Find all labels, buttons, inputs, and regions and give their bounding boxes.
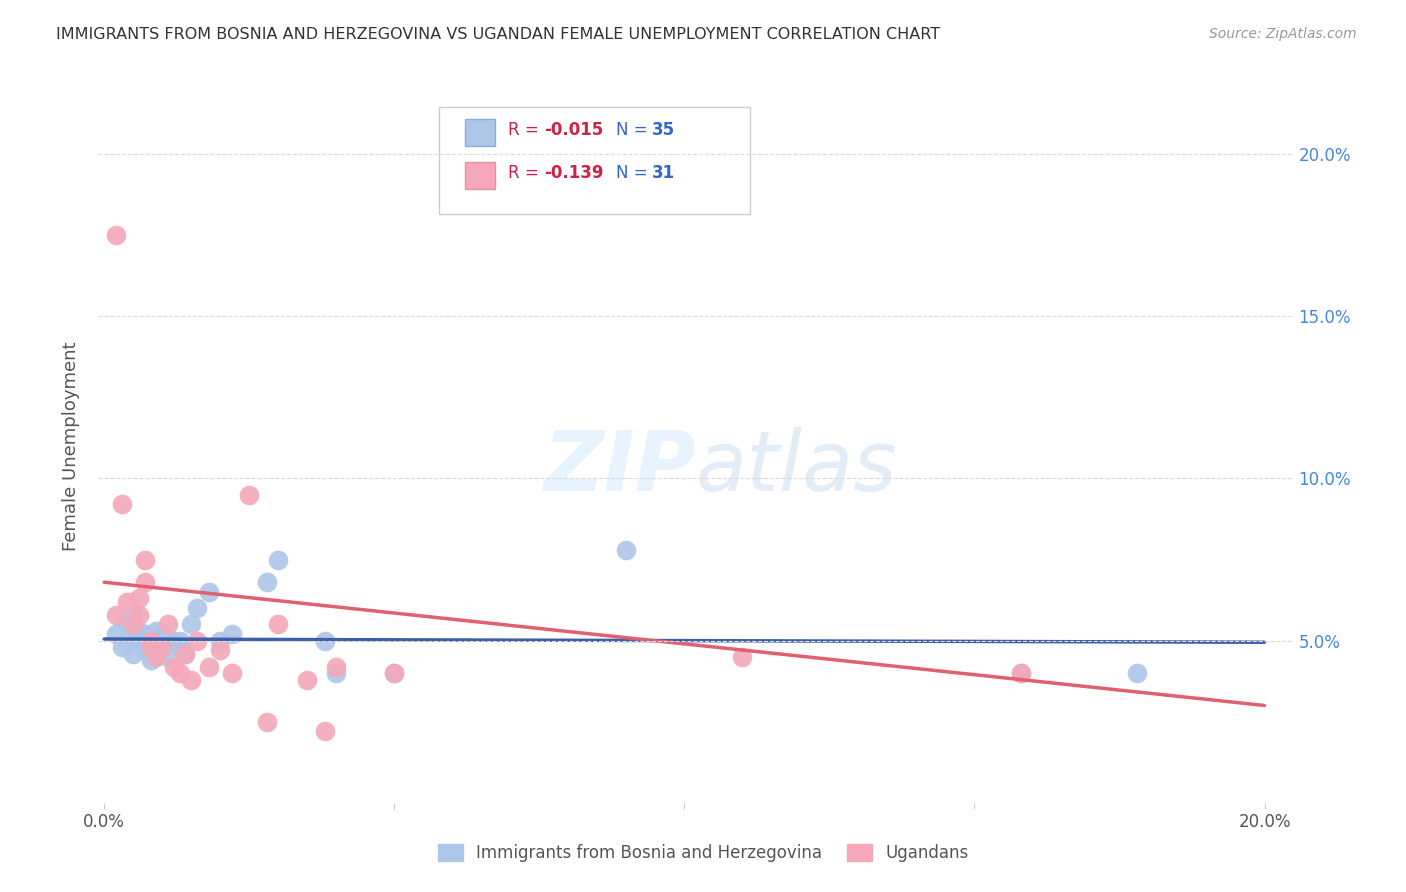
Point: [163, 633, 186, 648]
Point: [180, 617, 202, 632]
Point: [128, 624, 150, 638]
Point: [186, 601, 208, 615]
Point: [134, 643, 156, 657]
Text: Source: ZipAtlas.com: Source: ZipAtlas.com: [1209, 27, 1357, 41]
Point: [180, 673, 202, 687]
Point: [122, 647, 145, 661]
Point: [1010, 666, 1032, 681]
Point: [382, 666, 405, 681]
Point: [150, 640, 173, 654]
Text: IMMIGRANTS FROM BOSNIA AND HERZEGOVINA VS UGANDAN FEMALE UNEMPLOYMENT CORRELATIO: IMMIGRANTS FROM BOSNIA AND HERZEGOVINA V…: [56, 27, 941, 42]
Point: [117, 633, 139, 648]
Point: [186, 633, 208, 648]
Point: [1010, 666, 1032, 681]
Point: [139, 653, 162, 667]
FancyBboxPatch shape: [465, 162, 495, 189]
Legend: Immigrants from Bosnia and Herzegovina, Ugandans: Immigrants from Bosnia and Herzegovina, …: [429, 836, 977, 871]
Point: [128, 591, 150, 606]
Point: [150, 640, 173, 654]
Point: [122, 607, 145, 622]
Text: N =: N =: [616, 164, 652, 182]
Point: [169, 633, 191, 648]
Point: [731, 649, 754, 664]
Point: [267, 552, 290, 566]
Point: [256, 575, 278, 590]
Point: [221, 627, 243, 641]
Point: [111, 497, 134, 511]
Point: [104, 607, 127, 622]
Point: [117, 595, 139, 609]
Point: [117, 617, 139, 632]
Point: [209, 643, 232, 657]
Point: [614, 542, 637, 557]
Point: [145, 624, 167, 638]
Point: [145, 647, 167, 661]
Point: [111, 640, 134, 654]
Point: [267, 617, 290, 632]
Point: [325, 659, 347, 673]
Point: [157, 617, 180, 632]
Point: [382, 666, 405, 681]
Point: [104, 228, 127, 243]
Point: [139, 633, 162, 648]
Point: [150, 627, 173, 641]
Point: [134, 575, 156, 590]
FancyBboxPatch shape: [465, 120, 495, 146]
Point: [128, 633, 150, 648]
Point: [209, 633, 232, 648]
Text: R =: R =: [509, 164, 544, 182]
Text: R =: R =: [509, 121, 544, 139]
Point: [134, 627, 156, 641]
Point: [1126, 666, 1149, 681]
Point: [238, 488, 260, 502]
Point: [139, 640, 162, 654]
Point: [314, 633, 336, 648]
Point: [157, 649, 180, 664]
Point: [134, 640, 156, 654]
Point: [169, 640, 191, 654]
Point: [174, 647, 197, 661]
Point: [134, 552, 156, 566]
Point: [122, 617, 145, 632]
Text: ZIP: ZIP: [543, 427, 696, 508]
Point: [314, 724, 336, 739]
Point: [297, 673, 319, 687]
Text: -0.015: -0.015: [544, 121, 603, 139]
Point: [174, 647, 197, 661]
Point: [128, 607, 150, 622]
Text: N =: N =: [616, 121, 652, 139]
Point: [197, 585, 219, 599]
Text: -0.139: -0.139: [544, 164, 603, 182]
FancyBboxPatch shape: [439, 107, 749, 214]
Y-axis label: Female Unemployment: Female Unemployment: [62, 342, 80, 550]
Point: [169, 666, 191, 681]
Text: atlas: atlas: [696, 427, 897, 508]
Point: [139, 633, 162, 648]
Point: [221, 666, 243, 681]
Point: [197, 659, 219, 673]
Text: 35: 35: [652, 121, 675, 139]
Point: [256, 714, 278, 729]
Point: [325, 666, 347, 681]
Point: [104, 627, 127, 641]
Point: [145, 649, 167, 664]
Point: [163, 659, 186, 673]
Text: 31: 31: [652, 164, 675, 182]
